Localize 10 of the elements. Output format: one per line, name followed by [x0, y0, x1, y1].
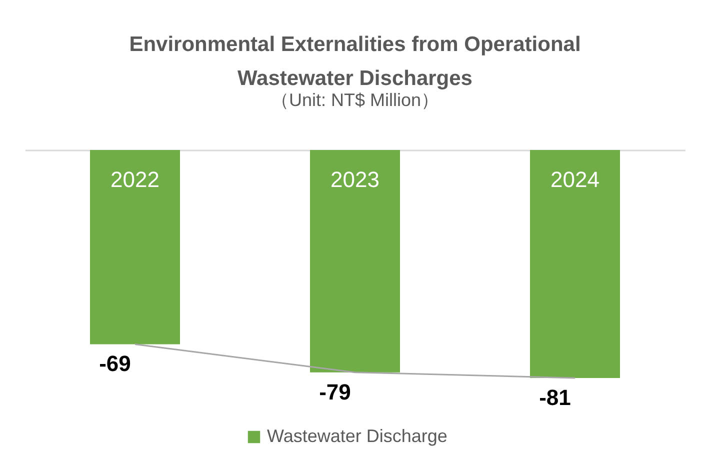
x-tick-label: 2024: [550, 167, 600, 192]
x-tick-label: 2022: [110, 167, 160, 192]
data-label: -81: [539, 385, 571, 410]
text: Wastewater Discharges: [238, 67, 472, 90]
text: Environmental Externalities from Operational: [129, 33, 581, 56]
x-tick-label: 2023: [330, 167, 380, 192]
data-label: -79: [319, 379, 351, 404]
legend-label: Wastewater Discharge: [267, 426, 448, 446]
data-label: -69: [99, 351, 131, 376]
chart-subtitle: （Unit: NT$ Million）: [270, 90, 440, 110]
